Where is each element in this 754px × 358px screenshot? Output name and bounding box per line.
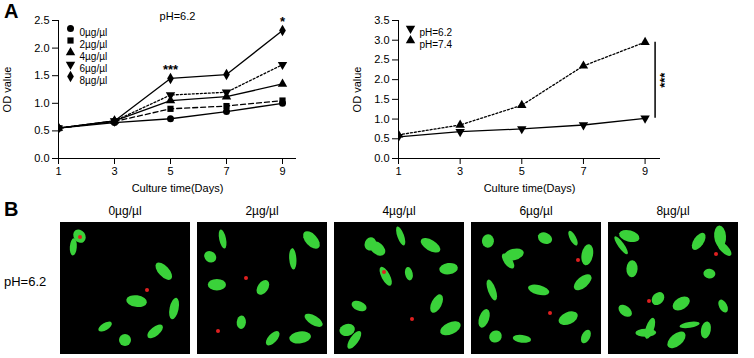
svg-text:1: 1: [55, 165, 61, 177]
svg-text:6µg/µl: 6µg/µl: [80, 63, 108, 74]
svg-text:5: 5: [167, 165, 173, 177]
svg-text:***: ***: [163, 62, 179, 77]
svg-text:***: ***: [657, 72, 672, 88]
svg-text:7: 7: [223, 165, 229, 177]
html-text:6µg/µl: 6µg/µl: [519, 204, 553, 218]
html-text:2µg/µl: 2µg/µl: [245, 204, 279, 218]
svg-text:Culture time(Days): Culture time(Days): [484, 182, 576, 194]
svg-text:Culture time(Days): Culture time(Days): [132, 182, 224, 194]
html-text:pH=6.2: pH=6.2: [4, 274, 47, 289]
svg-text:1.0: 1.0: [34, 97, 49, 109]
svg-text:4µg/µl: 4µg/µl: [80, 51, 108, 62]
svg-text:9: 9: [642, 165, 648, 177]
svg-text:*: *: [280, 14, 286, 29]
svg-text:2µg/µl: 2µg/µl: [80, 39, 108, 50]
svg-text:OD value: OD value: [351, 67, 363, 113]
html-text:A: A: [4, 0, 19, 22]
svg-text:1.5: 1.5: [374, 93, 389, 105]
svg-text:pH=7.4: pH=7.4: [420, 39, 453, 50]
svg-text:1.0: 1.0: [374, 113, 389, 125]
svg-text:3.5: 3.5: [374, 14, 389, 26]
svg-text:1: 1: [395, 165, 401, 177]
svg-text:2.5: 2.5: [34, 14, 49, 26]
svg-text:3: 3: [457, 165, 463, 177]
svg-text:5: 5: [519, 165, 525, 177]
svg-text:9: 9: [279, 165, 285, 177]
svg-text:2.0: 2.0: [374, 73, 389, 85]
svg-text:0.0: 0.0: [34, 152, 49, 164]
svg-text:0.5: 0.5: [34, 124, 49, 136]
svg-text:2.5: 2.5: [374, 53, 389, 65]
svg-text:7: 7: [580, 165, 586, 177]
svg-text:1.5: 1.5: [34, 69, 49, 81]
svg-text:pH=6.2: pH=6.2: [160, 10, 196, 22]
svg-text:0.5: 0.5: [374, 132, 389, 144]
svg-text:2.0: 2.0: [34, 42, 49, 54]
svg-text:pH=6.2: pH=6.2: [420, 27, 453, 38]
svg-text:0.0: 0.0: [374, 152, 389, 164]
svg-text:3.0: 3.0: [374, 34, 389, 46]
svg-text:OD value: OD value: [1, 67, 13, 113]
html-text:4µg/µl: 4µg/µl: [382, 204, 416, 218]
html-text:8µg/µl: 8µg/µl: [656, 204, 690, 218]
html-text:0µg/µl: 0µg/µl: [108, 204, 142, 218]
svg-text:0µg/µl: 0µg/µl: [80, 27, 108, 38]
svg-text:3: 3: [111, 165, 117, 177]
svg-text:8µg/µl: 8µg/µl: [80, 75, 108, 86]
html-text:B: B: [4, 198, 19, 220]
